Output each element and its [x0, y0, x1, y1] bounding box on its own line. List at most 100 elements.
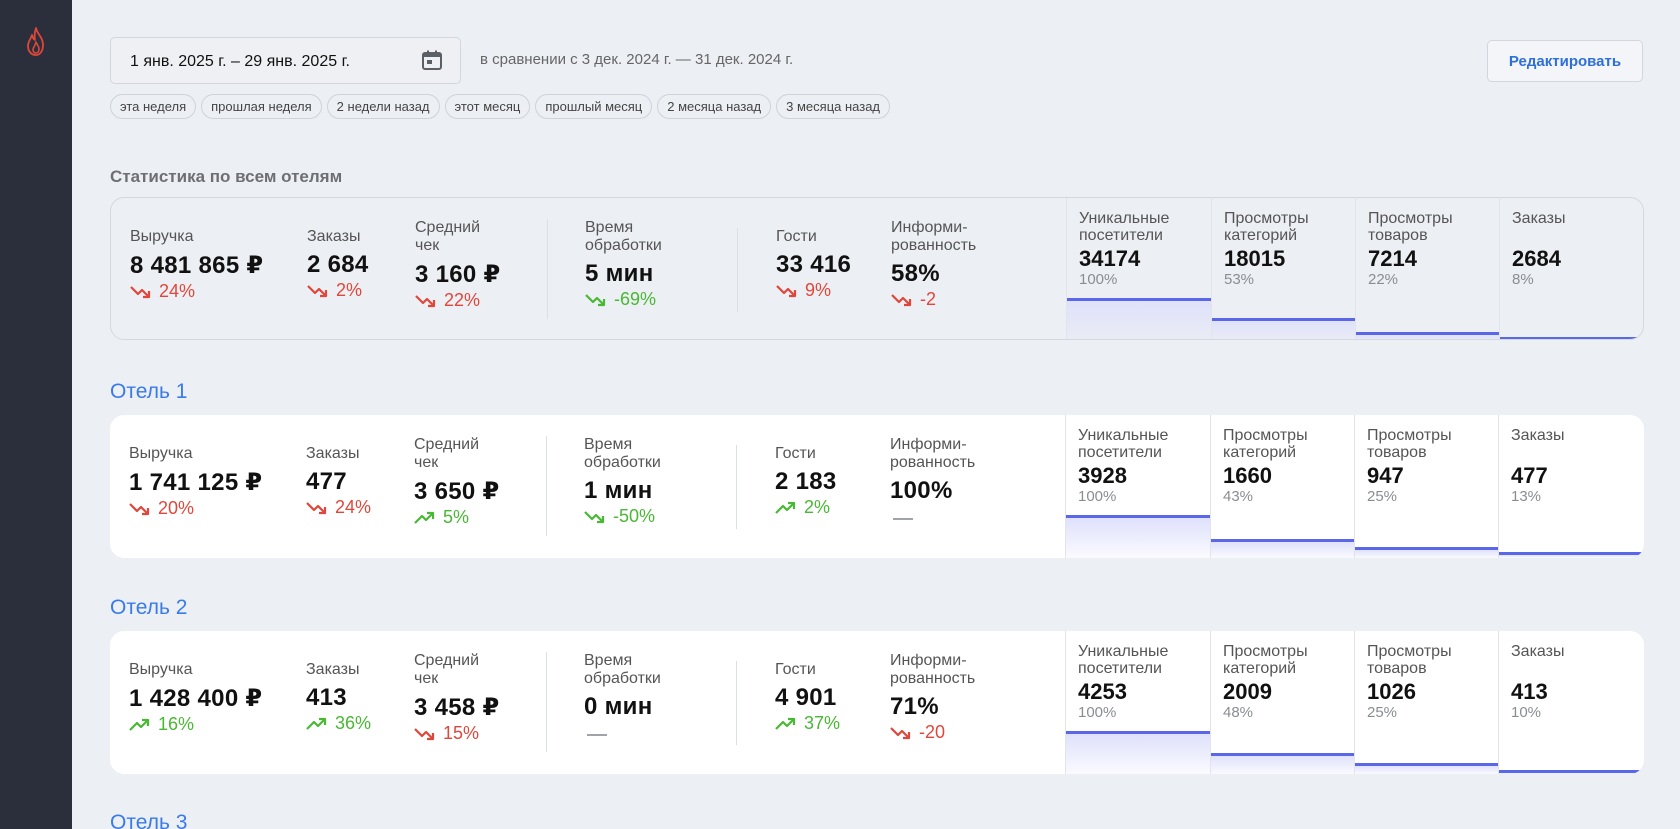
funnel-percent: 53% [1224, 271, 1255, 288]
metric-value: 33 416 [776, 251, 852, 278]
trend-down-icon [414, 727, 435, 740]
funnel-percent: 100% [1079, 271, 1118, 288]
preset-last-month[interactable]: прошлый месяц [535, 94, 653, 119]
metric-guests: Гости 4 901 37% [775, 661, 840, 734]
funnel-percent: 8% [1512, 271, 1534, 288]
preset-two-weeks-ago[interactable]: 2 недели назад [326, 94, 440, 119]
trend-down-icon [585, 293, 606, 306]
metric-change [890, 506, 975, 520]
preset-this-week[interactable]: эта неделя [110, 94, 197, 119]
metric-label: Время обработки [584, 436, 661, 471]
metric-value: 8 481 865 ₽ [130, 252, 264, 279]
trend-up-icon [306, 717, 327, 730]
funnel-bar [1066, 515, 1210, 558]
funnel-percent: 43% [1223, 488, 1254, 505]
metric-change: 20% [129, 498, 262, 519]
funnel-label: Просмотры категорий [1223, 643, 1308, 677]
metric-label: Заказы [307, 228, 361, 245]
metric-value: 1 мин [584, 477, 653, 504]
metric-guests: Гости 33 416 9% [776, 228, 851, 301]
divider [547, 219, 548, 319]
flame-logo-icon[interactable] [23, 26, 49, 58]
metric-avg-check: Средний чек 3 160 ₽ 22% [415, 219, 501, 311]
metric-change: -69% [585, 289, 662, 310]
metric-value: 2 183 [775, 468, 837, 495]
date-range-picker[interactable]: 1 янв. 2025 г. – 29 янв. 2025 г. [110, 37, 461, 84]
funnel-label: Заказы [1511, 643, 1565, 660]
hotel-title-2[interactable]: Отель 2 [110, 596, 188, 619]
funnel-step: Уникальные посетители 3928 100% [1065, 415, 1210, 558]
funnel-label: Уникальные посетители [1078, 427, 1169, 461]
metric-avg-check: Средний чек 3 458 ₽ 15% [414, 652, 500, 744]
funnel-label: Заказы [1511, 427, 1565, 444]
metric-label: Средний чек [415, 219, 481, 254]
metric-label: Время обработки [585, 219, 662, 254]
metric-label: Выручка [129, 661, 193, 678]
funnel-percent: 25% [1367, 704, 1398, 721]
funnel-percent: 10% [1511, 704, 1542, 721]
funnel-bar [1355, 763, 1498, 774]
funnel-value: 18015 [1224, 246, 1286, 271]
metric-label: Заказы [306, 445, 360, 462]
trend-up-icon [129, 718, 150, 731]
metric-label: Информи-рованность [890, 436, 976, 471]
preset-two-months-ago[interactable]: 2 месяца назад [657, 94, 772, 119]
funnel-bar [1355, 547, 1498, 558]
metric-revenue: Выручка 1 428 400 ₽ 16% [129, 661, 262, 735]
metric-label: Гости [775, 445, 816, 462]
trend-down-icon [584, 510, 605, 523]
funnel-label: Просмотры категорий [1224, 210, 1309, 244]
metric-revenue: Выручка 8 481 865 ₽ 24% [130, 228, 263, 302]
calendar-icon[interactable] [421, 49, 443, 71]
funnel-value: 1026 [1367, 679, 1416, 704]
preset-three-months-ago[interactable]: 3 месяца назад [776, 94, 891, 119]
hotel-title-1[interactable]: Отель 1 [110, 380, 188, 403]
no-change-dash [893, 518, 913, 520]
metric-awareness: Информи-рованность 58% -2 [891, 219, 976, 310]
metric-change: 15% [414, 723, 500, 744]
preset-this-month[interactable]: этот месяц [444, 94, 531, 119]
metric-value: 1 428 400 ₽ [129, 685, 263, 712]
funnel-step: Уникальные посетители 4253 100% [1065, 631, 1210, 774]
metric-change: 24% [130, 281, 263, 302]
metric-change: 16% [129, 714, 262, 735]
summary-title: Статистика по всем отелям [110, 167, 343, 186]
funnel-percent: 100% [1078, 704, 1117, 721]
funnel-bar [1499, 552, 1642, 558]
funnel-bar [1211, 753, 1354, 774]
funnel-label: Просмотры категорий [1223, 427, 1308, 461]
funnel-step: Просмотры категорий 2009 48% [1210, 631, 1354, 774]
metric-processing-time: Время обработки 0 мин [584, 652, 661, 736]
funnel-value: 34174 [1079, 246, 1141, 271]
metric-processing-time: Время обработки 1 мин -50% [584, 436, 661, 527]
trend-up-icon [775, 717, 796, 730]
metric-label: Выручка [130, 228, 194, 245]
metric-change: 2% [307, 280, 369, 301]
trend-down-icon [776, 284, 797, 297]
metric-label: Время обработки [584, 652, 661, 687]
metric-change: 5% [414, 507, 500, 528]
funnel-percent: 22% [1368, 271, 1399, 288]
date-presets: эта неделя прошлая неделя 2 недели назад… [110, 94, 891, 119]
trend-down-icon [890, 726, 911, 739]
divider [737, 228, 738, 312]
hotel-title-3[interactable]: Отель 3 [110, 811, 188, 829]
edit-button[interactable]: Редактировать [1487, 40, 1643, 82]
metric-change: 9% [776, 280, 851, 301]
metric-change: -20 [890, 722, 975, 743]
trend-up-icon [775, 501, 796, 514]
metric-label: Информи-рованность [890, 652, 976, 687]
funnel-bar [1066, 731, 1210, 774]
funnel-percent: 25% [1367, 488, 1398, 505]
funnel-value: 477 [1511, 463, 1548, 488]
metric-awareness: Информи-рованность 71% -20 [890, 652, 975, 743]
funnel-label: Просмотры товаров [1367, 427, 1452, 461]
metric-value: 58% [891, 260, 940, 287]
funnel-percent: 100% [1078, 488, 1117, 505]
preset-last-week[interactable]: прошлая неделя [201, 94, 322, 119]
metric-label: Информи-рованность [891, 219, 977, 254]
funnel-value: 7214 [1368, 246, 1417, 271]
metric-value: 71% [890, 693, 939, 720]
trend-up-icon [414, 511, 435, 524]
metric-change [584, 722, 661, 736]
